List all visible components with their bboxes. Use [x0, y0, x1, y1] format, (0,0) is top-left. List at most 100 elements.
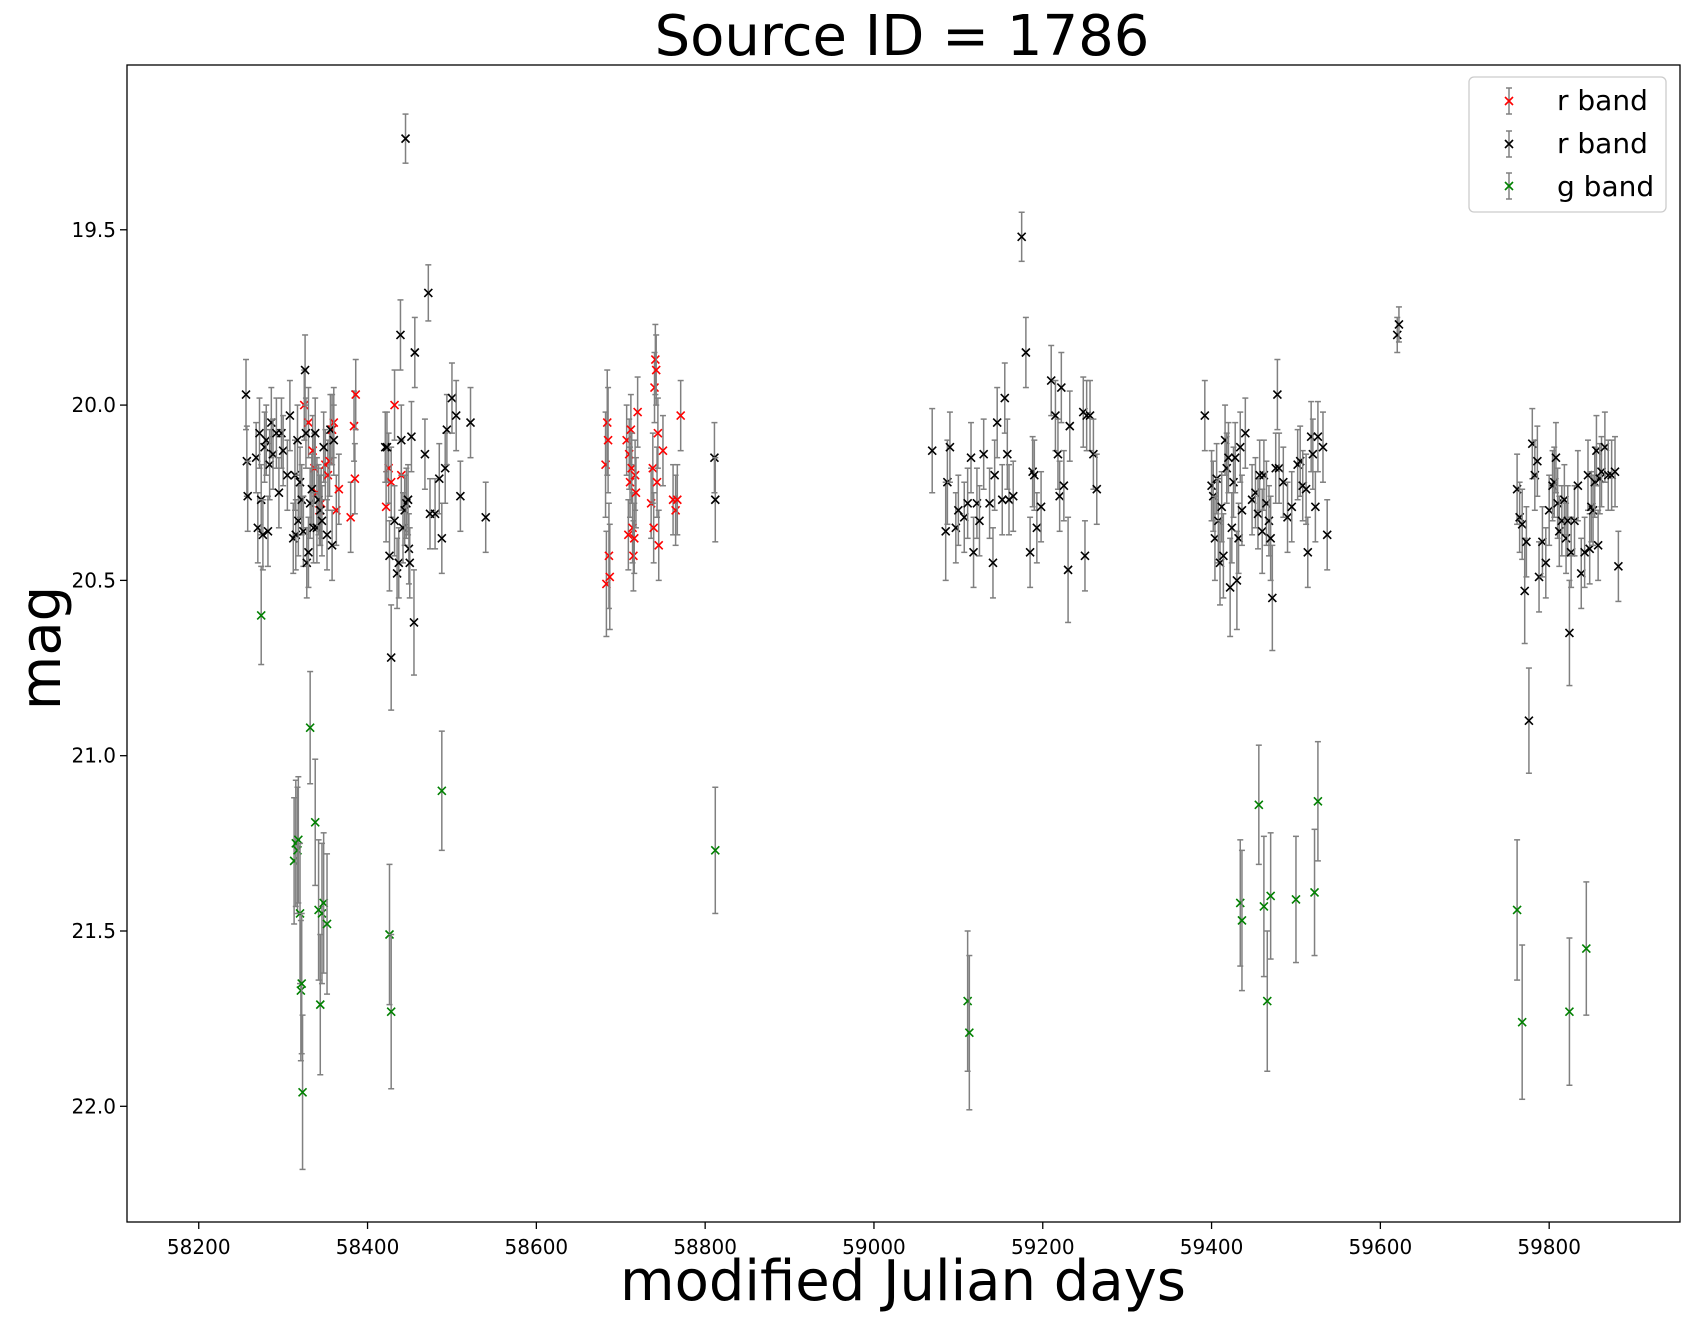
y-axis: 19.5 20.0 20.5 21.0 21.5 22.0	[71, 218, 127, 1118]
data-point	[305, 670, 315, 785]
x-marker	[274, 488, 284, 498]
data-point	[650, 323, 660, 396]
data-point	[329, 404, 339, 476]
x-marker	[1541, 558, 1551, 568]
x-marker	[405, 558, 415, 568]
data-point	[303, 516, 314, 589]
data-point	[629, 502, 639, 575]
x-marker	[1228, 477, 1239, 487]
data-point	[1394, 306, 1404, 343]
data-point	[455, 460, 465, 533]
data-point	[710, 786, 720, 915]
x-tick-label: 58400	[336, 1235, 400, 1259]
data-point	[966, 421, 976, 494]
data-point	[672, 463, 682, 536]
legend-label: r band	[1557, 127, 1648, 160]
data-point	[1092, 453, 1102, 526]
data-point	[1065, 390, 1075, 462]
y-tick-label: 22.0	[71, 1094, 116, 1118]
data-point	[658, 414, 668, 487]
x-marker	[1002, 449, 1012, 459]
x-marker	[1392, 330, 1402, 340]
data-point	[633, 376, 643, 448]
data-point	[1322, 499, 1332, 571]
x-marker	[1581, 943, 1591, 954]
data-point	[1046, 344, 1056, 417]
data-point	[1008, 460, 1018, 533]
x-marker	[945, 442, 955, 452]
x-marker	[658, 446, 668, 456]
data-point	[1002, 418, 1012, 490]
x-marker	[1259, 901, 1269, 912]
x-marker	[979, 449, 989, 459]
data-point	[1000, 362, 1010, 434]
data-point	[1313, 400, 1323, 473]
x-marker	[1524, 716, 1534, 726]
x-marker	[1322, 530, 1332, 540]
x-tick-label: 59200	[1011, 1235, 1075, 1259]
data-point	[710, 456, 720, 543]
x-marker	[671, 505, 681, 515]
x-marker	[1262, 996, 1272, 1006]
x-marker	[1021, 347, 1031, 358]
data-point	[1585, 513, 1595, 585]
data-point	[310, 397, 320, 469]
x-marker	[974, 516, 985, 526]
data-point	[297, 912, 307, 1055]
x-marker	[315, 1000, 325, 1010]
x-marker	[1080, 551, 1090, 561]
x-marker	[394, 558, 404, 568]
data-point	[1541, 527, 1551, 599]
x-marker	[465, 418, 476, 428]
x-marker	[382, 442, 392, 452]
x-marker	[1520, 586, 1530, 596]
data-point	[384, 520, 395, 592]
plot-area	[126, 64, 1681, 1223]
data-point	[1032, 491, 1042, 564]
x-marker	[1278, 477, 1288, 487]
x-marker	[1055, 491, 1065, 501]
data-point	[625, 446, 635, 519]
x-marker	[260, 442, 270, 452]
data-point	[404, 513, 414, 585]
x-marker	[481, 512, 491, 522]
x-marker	[1512, 905, 1522, 915]
x-marker	[1050, 411, 1060, 421]
data-point	[400, 113, 411, 164]
data-point	[1291, 835, 1301, 964]
data-point	[1272, 358, 1282, 431]
x-marker	[1394, 319, 1404, 330]
x-marker	[1223, 453, 1234, 463]
x-marker	[1585, 544, 1595, 554]
data-point	[1237, 849, 1247, 992]
x-axis-label: modified Julian days	[620, 1249, 1186, 1314]
data-point	[241, 358, 251, 431]
legend-marker-black	[1504, 139, 1514, 149]
x-marker	[1254, 800, 1264, 810]
data-point	[1237, 474, 1247, 547]
x-marker	[1092, 484, 1102, 494]
x-marker	[603, 435, 613, 445]
x-marker	[631, 488, 641, 498]
data-point	[1200, 379, 1210, 452]
data-point	[334, 453, 344, 526]
x-marker	[276, 428, 287, 438]
data-point	[263, 495, 273, 568]
data-point	[274, 456, 284, 529]
data-point	[963, 467, 973, 540]
x-marker	[420, 449, 430, 459]
x-marker	[1008, 491, 1018, 501]
x-marker	[990, 470, 1000, 480]
x-marker	[447, 393, 457, 403]
data-point	[403, 463, 413, 536]
data-point	[979, 418, 989, 490]
data-point	[392, 537, 402, 610]
data-point	[405, 527, 415, 599]
data-point	[1025, 516, 1035, 589]
data-point	[395, 299, 406, 371]
x-marker	[350, 474, 360, 484]
chart-title: Source ID = 1786	[655, 4, 1150, 69]
x-marker	[327, 425, 337, 435]
data-point	[1218, 513, 1228, 599]
x-marker	[392, 568, 402, 578]
